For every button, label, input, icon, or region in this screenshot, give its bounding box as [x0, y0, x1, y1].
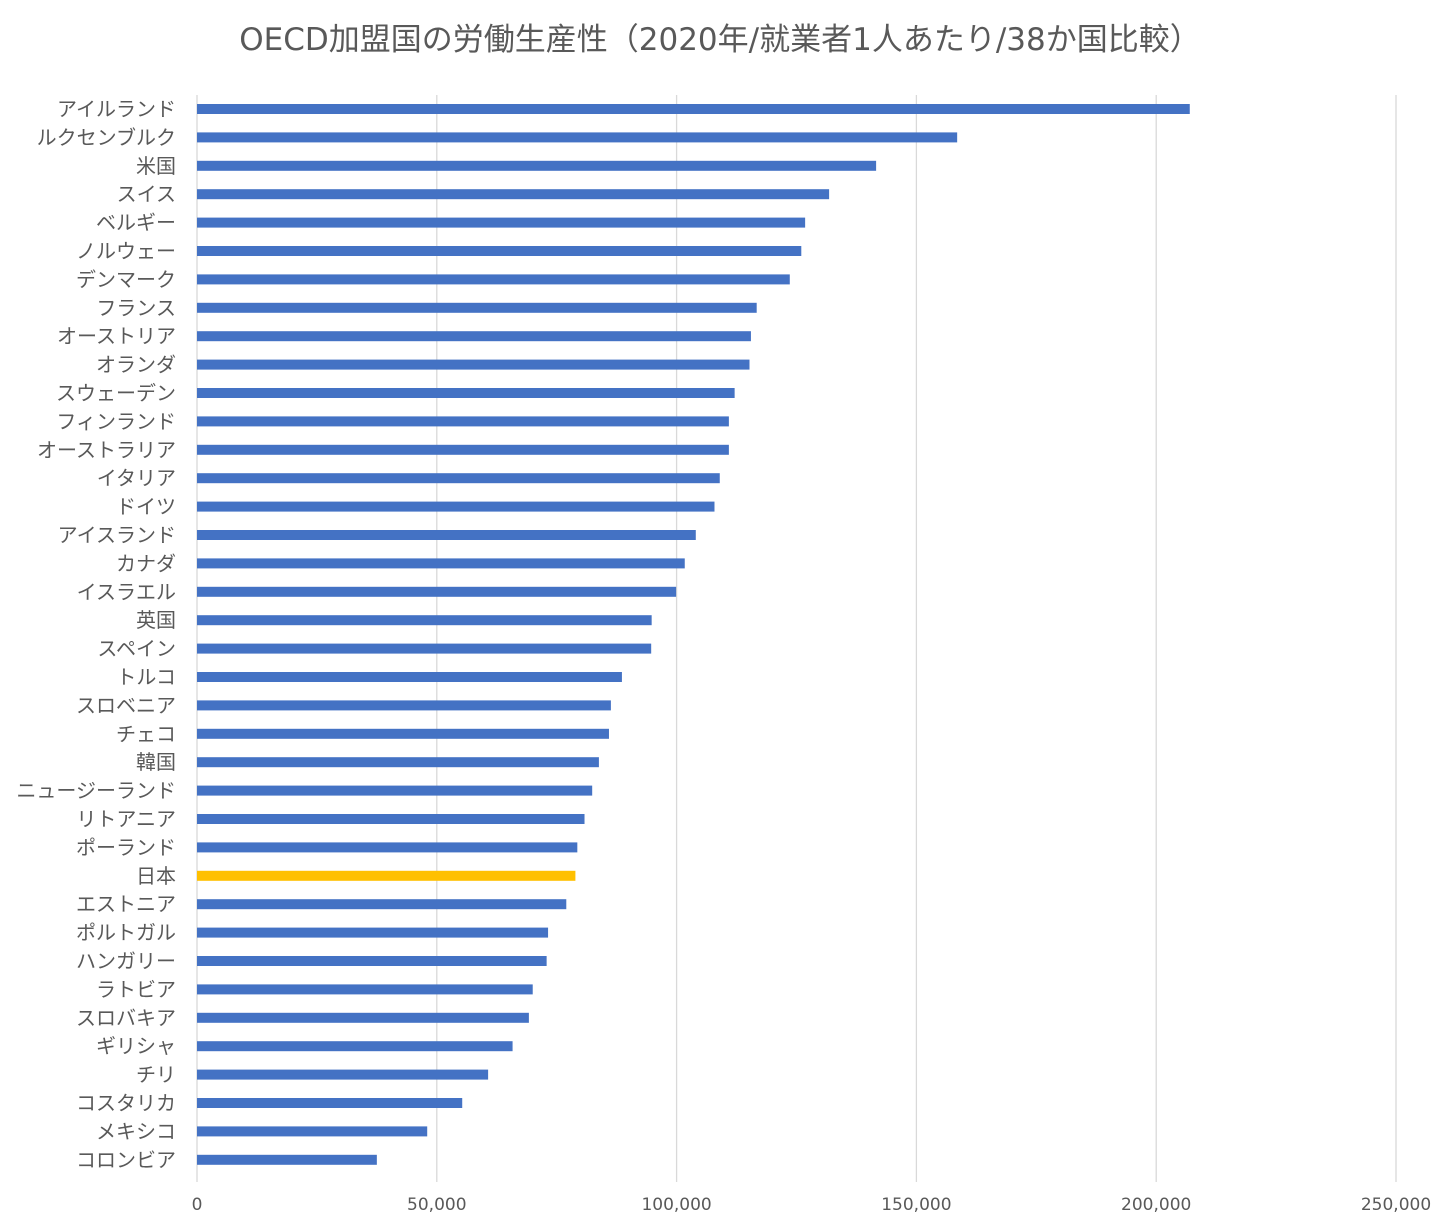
bar	[197, 359, 750, 370]
chart-title: OECD加盟国の労働生産性（2020年/就業者1人あたり/38か国比較）	[239, 22, 1201, 58]
bar	[197, 302, 757, 313]
x-tick-label: 50,000	[407, 1195, 466, 1215]
category-label: アイルランド	[57, 97, 176, 121]
bars	[197, 104, 1190, 1165]
category-label: デンマーク	[76, 267, 176, 291]
category-label: フィンランド	[56, 409, 176, 433]
category-label: コスタリカ	[76, 1091, 176, 1115]
bar	[197, 870, 576, 881]
category-label: コロンビア	[76, 1148, 176, 1172]
bar	[197, 1126, 428, 1137]
category-label: オランダ	[96, 353, 176, 377]
bar	[197, 1154, 377, 1165]
bar	[197, 842, 578, 853]
bar	[197, 586, 677, 597]
category-label: ハンガリー	[76, 949, 176, 973]
bar	[197, 473, 720, 484]
bar	[197, 160, 877, 171]
category-label: ドイツ	[116, 495, 176, 519]
category-label: カナダ	[116, 551, 176, 575]
bar	[197, 331, 751, 342]
bar	[197, 246, 802, 256]
bar	[197, 984, 533, 995]
category-label: オーストラリア	[37, 438, 176, 462]
category-label: チェコ	[116, 722, 176, 746]
bar	[197, 388, 735, 398]
category-label: ベルギー	[96, 211, 176, 235]
category-label: スウェーデン	[56, 381, 176, 405]
bar	[197, 416, 729, 427]
category-label: オーストリア	[57, 324, 176, 348]
bar	[197, 558, 685, 569]
category-label: リトアニア	[76, 807, 176, 831]
bar	[197, 530, 696, 540]
category-label: イスラエル	[77, 580, 176, 604]
x-tick-label: 100,000	[641, 1195, 711, 1215]
bar	[197, 274, 790, 285]
category-label: 日本	[136, 864, 176, 888]
category-label: ポーランド	[76, 835, 176, 859]
category-label: チリ	[136, 1063, 176, 1087]
category-label: メキシコ	[96, 1119, 176, 1143]
bar	[197, 814, 585, 824]
bar	[197, 1098, 463, 1108]
category-label: 英国	[136, 608, 176, 632]
category-label: スペイン	[97, 637, 176, 661]
bar	[197, 104, 1190, 114]
x-tick-label: 150,000	[881, 1195, 951, 1215]
bar	[197, 899, 567, 910]
bar	[197, 643, 652, 654]
bar	[197, 501, 715, 512]
category-label: イタリア	[97, 466, 176, 490]
bar	[197, 1069, 489, 1080]
category-label: 韓国	[136, 750, 176, 774]
bar	[197, 1041, 513, 1052]
x-tick-label: 0	[192, 1195, 203, 1215]
bar	[197, 728, 609, 739]
category-label: スロバキア	[76, 1006, 176, 1030]
category-label: ラトビア	[96, 977, 176, 1001]
category-label: アイスランド	[58, 523, 176, 547]
bar	[197, 956, 547, 966]
bar	[197, 132, 958, 143]
category-label: トルコ	[116, 665, 176, 689]
category-label: スイス	[117, 182, 176, 206]
bar	[197, 1012, 529, 1023]
bar	[197, 757, 599, 768]
bar	[197, 927, 549, 938]
category-label: ニュージーランド	[16, 779, 176, 803]
bar	[197, 672, 622, 682]
category-labels: アイルランドルクセンブルク米国スイスベルギーノルウェーデンマークフランスオースト…	[16, 97, 176, 1172]
x-axis-tick-labels: 0 50,000 100,000 150,000 200,000 250,000	[192, 1195, 1432, 1215]
bar	[197, 615, 652, 626]
category-label: フランス	[96, 296, 176, 320]
x-tick-label: 250,000	[1361, 1195, 1431, 1215]
category-label: ギリシャ	[96, 1034, 176, 1058]
bar	[197, 785, 593, 796]
category-label: スロベニア	[76, 693, 176, 717]
category-label: ノルウェー	[76, 239, 176, 263]
category-label: 米国	[136, 154, 176, 178]
category-label: ポルトガル	[76, 921, 176, 945]
bar	[197, 217, 806, 228]
bar	[197, 700, 611, 711]
category-label: ルクセンブルク	[37, 125, 176, 149]
bar	[197, 189, 830, 200]
bar	[197, 444, 729, 455]
category-label: エストニア	[76, 892, 176, 916]
x-tick-label: 200,000	[1121, 1195, 1191, 1215]
